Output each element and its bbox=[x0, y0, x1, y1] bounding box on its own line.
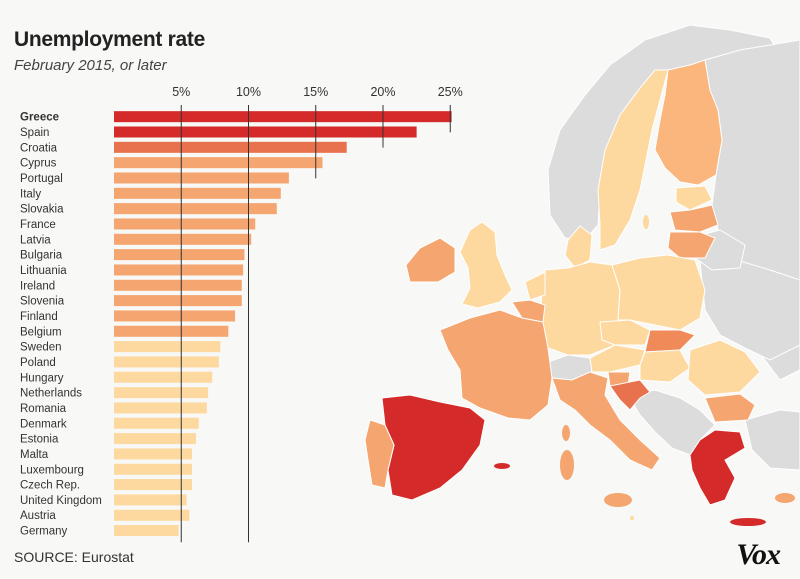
category-label: Germany bbox=[20, 526, 68, 538]
map-gotland bbox=[643, 215, 649, 229]
bar-finland bbox=[114, 310, 236, 322]
category-label: Denmark bbox=[20, 418, 67, 430]
tick-label: 15% bbox=[303, 85, 328, 99]
map-crete bbox=[730, 518, 766, 526]
map-turkey bbox=[744, 409, 800, 471]
category-label: Poland bbox=[20, 357, 56, 369]
map-uk bbox=[459, 221, 513, 309]
map-sweden bbox=[597, 69, 669, 251]
bar-ireland bbox=[114, 279, 242, 291]
map-finland bbox=[654, 59, 723, 186]
map-france bbox=[439, 309, 553, 421]
bar-slovenia bbox=[114, 295, 242, 307]
category-label: Slovenia bbox=[20, 296, 65, 308]
bar-germany bbox=[114, 525, 179, 537]
category-label: Belgium bbox=[20, 326, 62, 338]
category-label: Portugal bbox=[20, 173, 63, 185]
map-denmark bbox=[564, 225, 593, 269]
category-label: Greece bbox=[20, 112, 59, 124]
category-label: Spain bbox=[20, 127, 49, 139]
bar-spain bbox=[114, 126, 417, 138]
category-label: Hungary bbox=[20, 372, 64, 384]
map-latvia bbox=[669, 204, 719, 233]
bar-belgium bbox=[114, 325, 229, 337]
category-label: Luxembourg bbox=[20, 464, 84, 476]
bar-croatia bbox=[114, 141, 347, 153]
category-label: Lithuania bbox=[20, 265, 67, 277]
bar-romania bbox=[114, 402, 207, 414]
bar-czech-rep- bbox=[114, 479, 193, 491]
bar-denmark bbox=[114, 417, 199, 429]
map-croatia bbox=[609, 379, 651, 411]
bar-greece bbox=[114, 111, 452, 123]
map-corsica bbox=[562, 425, 570, 441]
map-poland bbox=[611, 254, 706, 331]
map-netherlands bbox=[524, 271, 546, 301]
tick-label: 5% bbox=[172, 85, 190, 99]
bar-luxembourg bbox=[114, 463, 193, 475]
source-note: SOURCE: Eurostat bbox=[14, 549, 134, 565]
bar-slovakia bbox=[114, 203, 277, 215]
category-label: Ireland bbox=[20, 280, 55, 292]
map-hungary bbox=[639, 349, 691, 383]
category-label: Bulgaria bbox=[20, 250, 63, 262]
tick-label: 10% bbox=[236, 85, 261, 99]
category-label: Czech Rep. bbox=[20, 480, 80, 492]
map-greece bbox=[689, 429, 746, 506]
map-czech bbox=[599, 319, 651, 346]
bar-hungary bbox=[114, 371, 213, 383]
bar-malta bbox=[114, 448, 193, 460]
bar-cyprus bbox=[114, 157, 323, 169]
map-belgium bbox=[511, 299, 546, 323]
category-label: Italy bbox=[20, 188, 41, 200]
map-italy bbox=[551, 371, 661, 471]
category-label: France bbox=[20, 219, 56, 231]
bar-austria bbox=[114, 509, 190, 521]
map-malta bbox=[630, 516, 634, 520]
category-label: United Kingdom bbox=[20, 495, 102, 507]
tick-label: 25% bbox=[438, 85, 463, 99]
chart-subtitle: February 2015, or later bbox=[14, 57, 167, 74]
bar-poland bbox=[114, 356, 219, 368]
bar-united-kingdom bbox=[114, 494, 187, 506]
bar-sweden bbox=[114, 341, 221, 353]
map-sardinia bbox=[560, 450, 574, 480]
map-cyprus bbox=[775, 493, 795, 503]
map-estonia bbox=[675, 185, 713, 211]
category-label: Malta bbox=[20, 449, 49, 461]
category-label: Romania bbox=[20, 403, 67, 415]
category-label: Sweden bbox=[20, 342, 62, 354]
category-label: Austria bbox=[20, 510, 56, 522]
category-label: Latvia bbox=[20, 234, 51, 246]
bar-italy bbox=[114, 187, 281, 199]
bar-estonia bbox=[114, 433, 197, 445]
map-bulgaria bbox=[704, 393, 756, 423]
category-label: Finland bbox=[20, 311, 58, 323]
category-label: Cyprus bbox=[20, 158, 57, 170]
category-label: Netherlands bbox=[20, 388, 82, 400]
category-label: Estonia bbox=[20, 434, 59, 446]
bar-bulgaria bbox=[114, 249, 245, 261]
bar-france bbox=[114, 218, 256, 230]
vox-logo: Vox bbox=[736, 538, 781, 571]
bar-latvia bbox=[114, 233, 252, 245]
map-slovakia bbox=[644, 329, 696, 353]
map-sicily bbox=[604, 493, 632, 507]
map-lithuania bbox=[667, 231, 716, 259]
tick-label: 20% bbox=[370, 85, 395, 99]
map-ukraine bbox=[699, 257, 800, 361]
category-label: Slovakia bbox=[20, 204, 64, 216]
category-label: Croatia bbox=[20, 142, 58, 154]
map-ireland bbox=[405, 237, 456, 283]
bar-portugal bbox=[114, 172, 289, 184]
bar-lithuania bbox=[114, 264, 244, 276]
chart-title: Unemployment rate bbox=[14, 28, 205, 51]
map-portugal bbox=[364, 419, 395, 489]
bar-netherlands bbox=[114, 387, 209, 399]
map-romania bbox=[687, 339, 761, 396]
map-balearic bbox=[494, 463, 510, 469]
